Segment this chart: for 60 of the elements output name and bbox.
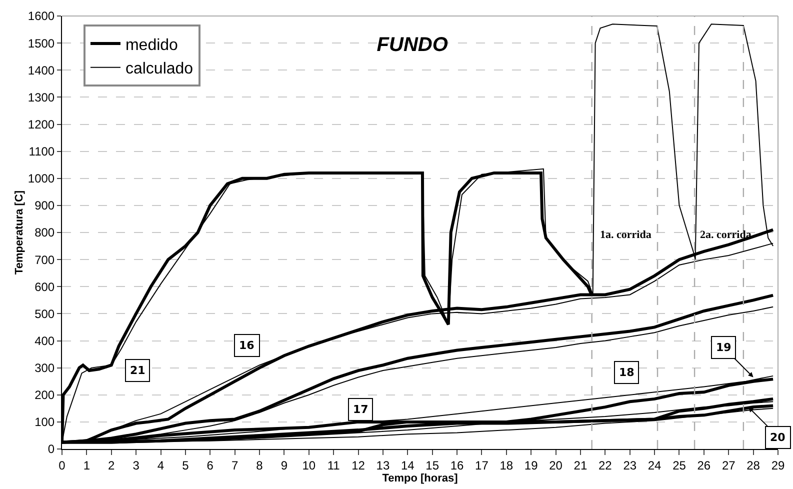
x-tick-label: 5	[182, 458, 190, 472]
y-tick-label: 900	[34, 198, 55, 213]
y-tick-label: 500	[34, 306, 55, 321]
y-tick-label: 300	[34, 361, 55, 376]
y-tick-label: 1100	[28, 144, 55, 159]
x-tick-label: 3	[132, 458, 140, 472]
y-tick-label: 1200	[28, 117, 55, 132]
x-tick-label: 7	[231, 458, 238, 472]
legend-label: medido	[125, 36, 178, 54]
x-tick-label: 16	[450, 458, 464, 472]
legend-label: calculado	[125, 60, 194, 78]
x-tick-label: 21	[574, 458, 588, 472]
annotation: 19	[716, 341, 732, 354]
annotation: 20	[770, 431, 786, 444]
x-tick-label: 24	[648, 458, 662, 472]
x-tick-label: 2	[108, 458, 116, 472]
annotation: 2a. corrida	[700, 229, 752, 241]
x-tick-label: 14	[400, 458, 415, 472]
x-tick-label: 11	[327, 458, 340, 472]
annotation: 17	[353, 403, 368, 416]
y-tick-label: 100	[34, 415, 55, 430]
x-tick-label: 4	[157, 458, 164, 472]
x-tick-label: 27	[722, 458, 736, 472]
x-tick-label: 9	[280, 458, 288, 472]
x-tick-label: 26	[697, 458, 711, 472]
y-tick-label: 700	[34, 252, 55, 267]
x-tick-label: 18	[500, 458, 514, 472]
y-tick-label: 800	[34, 226, 55, 240]
y-tick-label: 1000	[28, 172, 55, 186]
text: FUNDO	[376, 34, 448, 56]
x-tick-label: 29	[771, 458, 785, 472]
x-tick-label: 1	[83, 458, 90, 472]
x-tick-label: 12	[352, 458, 366, 472]
x-tick-label: 17	[475, 458, 489, 472]
x-tick-label: 8	[256, 458, 264, 472]
x-tick-label: 22	[598, 458, 612, 472]
annotation: 16	[239, 339, 255, 352]
y-axis-title: Temperatura [C]	[14, 190, 26, 275]
x-tick-label: 28	[746, 458, 760, 472]
annotation: 1a. corrida	[600, 229, 652, 241]
x-tick-label: 13	[376, 458, 390, 472]
x-tick-label: 6	[206, 458, 214, 472]
y-tick-label: 400	[34, 334, 55, 348]
y-tick-label: 1500	[28, 36, 55, 50]
annotation: 21	[130, 364, 146, 377]
y-tick-label: 1400	[28, 63, 55, 78]
x-tick-label: 25	[672, 458, 686, 472]
y-tick-label: 0	[48, 442, 55, 456]
y-tick-label: 1300	[28, 90, 55, 104]
y-tick-label: 200	[34, 388, 55, 402]
x-tick-label: 15	[426, 458, 440, 472]
x-tick-label: 10	[302, 458, 316, 472]
x-tick-label: 19	[524, 458, 538, 472]
x-axis-title: Tempo [horas]	[382, 472, 458, 484]
annotation: 18	[619, 366, 634, 379]
y-tick-label: 600	[34, 280, 55, 294]
x-tick-label: 20	[549, 458, 563, 472]
x-tick-label: 23	[623, 458, 637, 472]
y-tick-label: 1600	[28, 9, 55, 24]
x-tick-label: 0	[58, 458, 66, 472]
